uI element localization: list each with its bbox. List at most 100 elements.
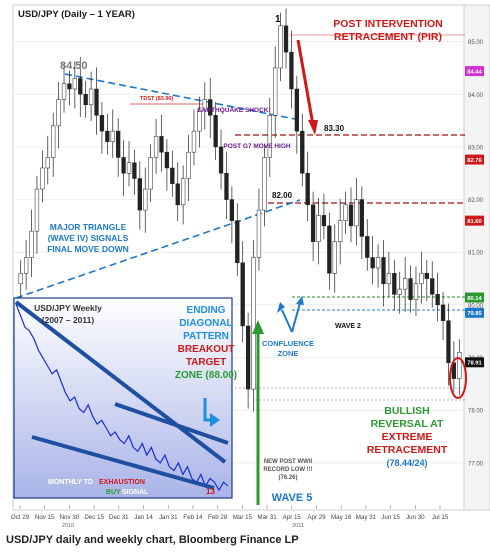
x-tick-label: Apr 15	[283, 514, 302, 521]
label-target-zone: ZONE (88.00)	[175, 370, 237, 381]
label-84-50: 84.50	[60, 60, 88, 72]
label-new-low-2: RECORD LOW !!!	[263, 467, 312, 473]
label-83-30: 83.30	[324, 124, 345, 133]
candle-body	[218, 146, 224, 174]
label-bullish-2: REVERSAL AT	[371, 418, 444, 430]
confluence-arrow-right	[291, 302, 301, 333]
candle-body	[197, 109, 202, 132]
inset-subtitle: (2007 – 2011)	[42, 315, 95, 325]
x-year-label: 2011	[292, 523, 304, 529]
candle-body	[424, 273, 429, 279]
inset-label-monthly-td: MONTHLY TD	[48, 479, 93, 486]
label-triangle-3: FINAL MOVE DOWN	[47, 244, 129, 254]
y-tick-label: 84.00	[468, 93, 484, 99]
x-tick-label: Mar 31	[257, 514, 277, 521]
inset-lower-trendline	[31, 435, 215, 490]
price-tag-box	[465, 215, 484, 226]
candle-body	[170, 167, 175, 185]
label-triangle-2: (WAVE IV) SIGNALS	[48, 233, 129, 243]
candle-body	[153, 136, 159, 158]
x-tick-label: May 16	[331, 514, 352, 521]
price-tags: 84.44 82.76 81.60 80.14 79.85 78.91	[465, 66, 484, 368]
label-new-low-3: (76.26)	[278, 475, 297, 481]
y-tick-label: 83.00	[468, 145, 484, 151]
figure-caption: USD/JPY daily and weekly chart, Bloomber…	[6, 534, 299, 546]
label-confluence-2: ZONE	[278, 349, 299, 358]
label-wave-2: WAVE 2	[335, 323, 361, 330]
candle-body	[354, 199, 359, 227]
label-82-00: 82.00	[272, 191, 293, 200]
candle-body	[99, 115, 105, 132]
candle-body	[440, 304, 446, 321]
candle-body	[164, 151, 170, 169]
candle-body	[386, 273, 392, 285]
label-target: TARGET	[186, 357, 226, 368]
price-tag-label: 84.44	[467, 69, 482, 75]
candle-body	[430, 278, 435, 295]
candle-body	[56, 99, 61, 127]
pir-arrow-line	[296, 39, 315, 126]
price-tag-box	[465, 154, 484, 165]
candle-body	[294, 88, 299, 132]
candle-body	[45, 157, 50, 169]
price-tag-label: 81.60	[467, 219, 482, 225]
candle-body	[316, 215, 321, 242]
inset-label-signal: SIGNAL	[122, 489, 149, 496]
candle-body	[34, 188, 40, 232]
x-tick-label: Jan 31	[159, 514, 178, 521]
candle-body	[67, 83, 72, 90]
pir-arrowhead	[308, 120, 318, 135]
label-bullish-1: BULLISH	[384, 405, 430, 417]
label-bullish-5: (78.44/24)	[386, 458, 427, 468]
label-confluence-1: CONFLUENCE	[262, 339, 314, 348]
candle-body	[419, 273, 424, 285]
label-new-low-1: NEW POST WWII	[264, 459, 313, 465]
candle-body	[105, 130, 110, 142]
candle-body	[72, 78, 77, 90]
candle-body	[267, 115, 272, 158]
candle-body	[397, 288, 402, 295]
inset-title: USD/JPY Weekly	[34, 303, 102, 313]
label-pattern: PATTERN	[183, 331, 229, 342]
candles	[18, 8, 462, 412]
candle-body	[273, 67, 278, 116]
candle-body	[446, 320, 451, 364]
candle-body	[137, 178, 142, 211]
candle-body	[321, 215, 327, 227]
main-chart-title: USD/JPY (Daily – 1 YEAR)	[18, 9, 135, 20]
triangle-upper-trendline	[64, 73, 301, 121]
triangle-lower-trendline	[15, 199, 301, 299]
candle-body	[40, 167, 45, 190]
inset-label-exhaustion: EXHAUSTION	[99, 479, 145, 486]
candle-body	[408, 278, 413, 300]
inset-label-buy: BUY	[106, 489, 121, 496]
candle-body	[305, 172, 310, 206]
candle-body	[435, 294, 440, 306]
label-tdst: TDST (83.90)	[140, 96, 173, 102]
candle-body	[338, 220, 343, 242]
candle-body	[381, 257, 386, 285]
x-tick-label: Mar 15	[233, 514, 253, 521]
candle-body	[348, 204, 354, 227]
label-bullish-3: EXTREME	[382, 431, 433, 443]
inset-label-13: 13	[206, 487, 215, 496]
candle-body	[143, 188, 148, 211]
candle-body	[240, 262, 245, 327]
candle-body	[392, 273, 397, 295]
label-diagonal: DIAGONAL	[179, 318, 232, 329]
candle-body	[213, 115, 218, 148]
price-tag-label: 82.76	[467, 158, 482, 164]
candle-body	[78, 78, 83, 95]
candle-body	[208, 99, 213, 116]
label-pir-1: POST INTERVENTION	[333, 18, 443, 30]
candle-body	[256, 209, 262, 258]
candle-body	[132, 162, 137, 179]
label-wave-5: WAVE 5	[272, 492, 313, 504]
label-bullish-4: RETRACEMENT	[367, 444, 448, 456]
inset-upper-trendline	[14, 300, 227, 464]
inset-background	[13, 297, 233, 499]
x-tick-label: Feb 28	[208, 514, 228, 521]
x-year-label: 2010	[62, 523, 74, 529]
inset-middle-trendline	[114, 402, 229, 445]
